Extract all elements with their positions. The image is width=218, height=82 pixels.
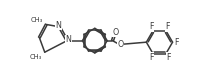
Text: F: F <box>166 53 170 62</box>
Text: F: F <box>174 38 179 47</box>
Text: O: O <box>112 28 119 37</box>
Text: F: F <box>165 22 170 31</box>
Text: N: N <box>66 35 72 44</box>
Text: N: N <box>56 21 61 30</box>
Text: CH₃: CH₃ <box>29 54 42 60</box>
Text: F: F <box>149 22 154 31</box>
Text: O: O <box>118 40 124 49</box>
Text: F: F <box>149 53 154 62</box>
Text: CH₃: CH₃ <box>31 17 43 23</box>
